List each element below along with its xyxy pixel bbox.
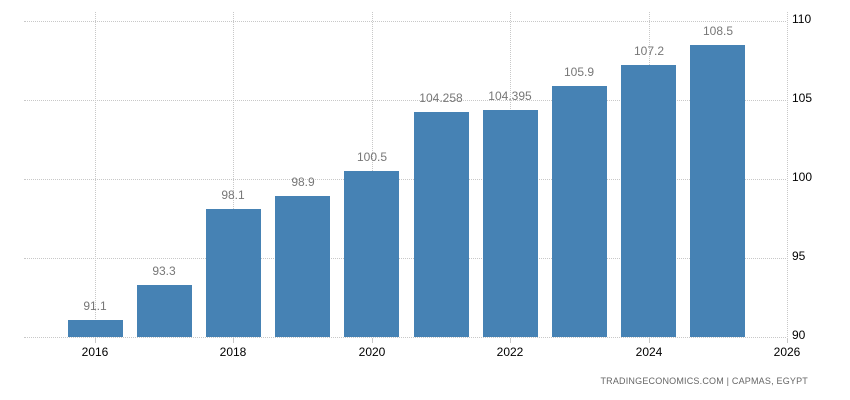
y-tick-label: 90 [792, 328, 806, 342]
source-credit: TRADINGECONOMICS.COM | CAPMAS, EGYPT [600, 376, 808, 386]
bar-value-label: 108.5 [702, 24, 734, 38]
bar-2021[interactable] [414, 112, 469, 337]
gridline-horizontal [24, 258, 786, 259]
gridline-horizontal [24, 337, 786, 338]
y-tick-label: 105 [792, 91, 813, 105]
gridline-vertical [233, 12, 234, 337]
gridline-horizontal [24, 179, 786, 180]
bar-value-label: 104.258 [419, 91, 463, 105]
x-tick-mark [233, 338, 234, 343]
bar-2025[interactable] [690, 45, 745, 337]
x-tick-label: 2016 [81, 345, 109, 359]
y-tick-label: 95 [792, 249, 806, 263]
gridline-vertical [95, 12, 96, 337]
bar-2017[interactable] [137, 285, 192, 337]
gridline-vertical [787, 12, 788, 337]
x-tick-mark [510, 338, 511, 343]
bar-2020[interactable] [344, 171, 399, 337]
bar-2016[interactable] [68, 320, 123, 337]
bar-2019[interactable] [275, 196, 330, 337]
bar-2024[interactable] [621, 65, 676, 337]
x-tick-label: 2022 [496, 345, 524, 359]
x-tick-label: 2024 [635, 345, 663, 359]
x-tick-mark [372, 338, 373, 343]
x-tick-label: 2018 [219, 345, 247, 359]
x-tick-mark [787, 338, 788, 343]
x-tick-mark [649, 338, 650, 343]
bar-value-label: 93.3 [152, 264, 176, 278]
bar-2018[interactable] [206, 209, 261, 337]
x-tick-label: 2026 [773, 345, 801, 359]
x-tick-label: 2020 [358, 345, 386, 359]
bar-value-label: 100.5 [356, 150, 388, 164]
gridline-horizontal [24, 100, 786, 101]
bar-value-label: 91.1 [83, 299, 107, 313]
bar-2022[interactable] [483, 110, 538, 337]
bar-value-label: 98.1 [221, 188, 245, 202]
gridline-horizontal [24, 21, 786, 22]
bar-value-label: 105.9 [563, 65, 595, 79]
y-tick-label: 110 [792, 12, 812, 26]
bar-value-label: 107.2 [633, 44, 665, 58]
bar-value-label: 104.395 [488, 89, 532, 103]
bar-2023[interactable] [552, 86, 607, 337]
y-tick-label: 100 [792, 170, 813, 184]
x-tick-mark [95, 338, 96, 343]
bar-value-label: 98.9 [291, 175, 315, 189]
